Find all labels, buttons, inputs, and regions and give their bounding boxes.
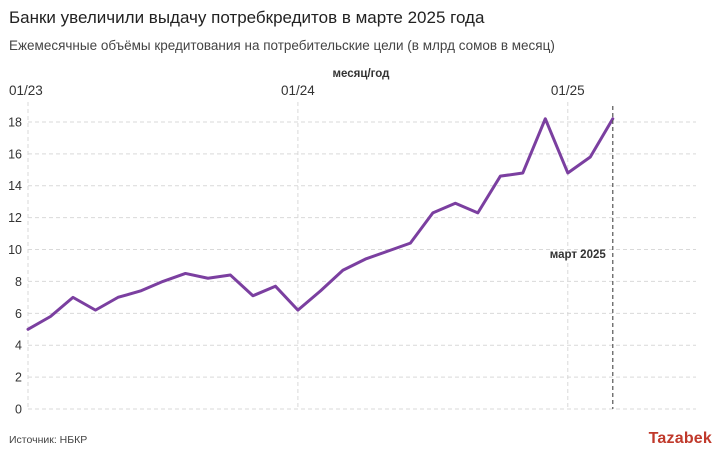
x-tick-label: 01/23 (9, 83, 43, 98)
source-note: Источник: НБКР (9, 434, 88, 446)
x-tick-label: 01/25 (551, 83, 585, 98)
y-tick-label: 0 (15, 403, 22, 417)
tazabek-logo: Tazabek (648, 430, 712, 447)
axis-layer: месяц/год 0 2 4 6 8 10 12 14 16 18 01/23 01/24 01/25 (8, 68, 585, 417)
grid-layer (27, 102, 696, 410)
x-axis-label: месяц/год (333, 68, 391, 80)
y-tick-label: 12 (8, 211, 22, 225)
x-tick-label: 01/24 (281, 83, 315, 98)
y-tick-label: 16 (8, 147, 22, 161)
series-line (26, 117, 615, 331)
annotation-label: март 2025 (550, 249, 607, 261)
y-tick-label: 18 (8, 115, 22, 129)
chart-title: Банки увеличили выдачу потребкредитов в … (9, 8, 485, 27)
y-tick-label: 4 (15, 339, 22, 353)
y-tick-label: 2 (15, 371, 22, 385)
y-tick-label: 14 (8, 179, 22, 193)
chart-subtitle: Ежемесячные объёмы кредитования на потре… (9, 38, 555, 53)
annotation-layer: март 2025 (550, 106, 614, 409)
series-layer (26, 117, 615, 331)
y-tick-label: 6 (15, 307, 22, 321)
y-tick-label: 8 (15, 275, 22, 289)
y-tick-label: 10 (8, 243, 22, 257)
